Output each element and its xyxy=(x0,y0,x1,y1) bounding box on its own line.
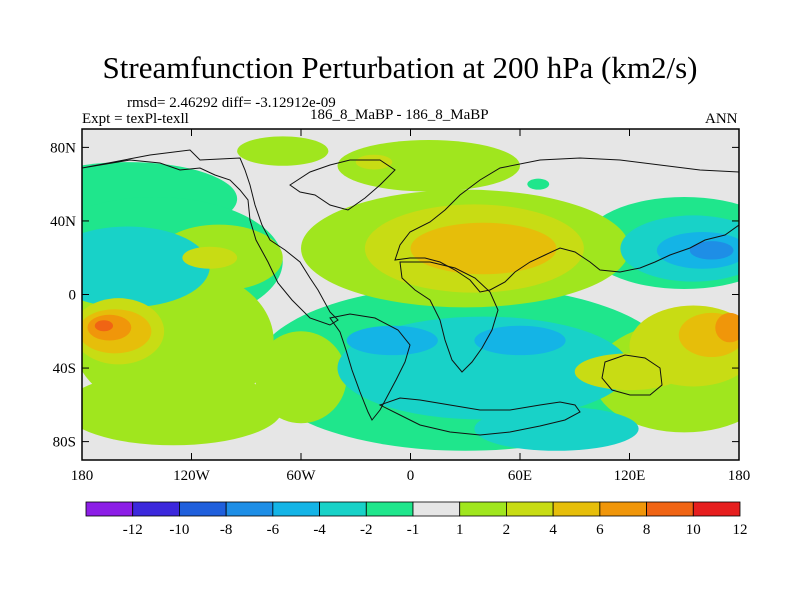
colorbar-label: -12 xyxy=(123,522,143,538)
africa-outline xyxy=(399,261,499,373)
x-tick-label: 0 xyxy=(407,468,415,484)
colorbar-swatch xyxy=(692,501,741,517)
contour-region xyxy=(182,246,238,269)
continent-outlines xyxy=(82,149,739,436)
south-america-outline xyxy=(329,313,411,421)
contour-region xyxy=(474,325,566,356)
antarctica-outline xyxy=(378,397,581,436)
contour-region xyxy=(337,140,520,192)
experiment-label: Expt = texPl-texll xyxy=(82,111,189,127)
contour-region xyxy=(82,371,283,446)
chart-title: Streamfunction Perturbation at 200 hPa (… xyxy=(102,50,698,85)
x-tick-label: 120W xyxy=(173,468,211,484)
colorbar-swatch xyxy=(132,501,180,517)
colorbar-swatch xyxy=(412,501,461,517)
contour-region xyxy=(346,325,438,356)
contour-region xyxy=(574,353,685,391)
colorbar-label: 4 xyxy=(549,522,557,538)
colorbar-label: 10 xyxy=(686,522,701,538)
season-label: ANN xyxy=(705,111,738,127)
contour-region xyxy=(355,154,393,170)
contour-field xyxy=(82,129,739,460)
eurasia-outline xyxy=(394,157,739,293)
colorbar: -12 -10 -8 -6 -4 -2 -1 1 2 4 6 8 10 12 xyxy=(85,501,748,538)
contour-region xyxy=(689,241,734,260)
x-tick-label: 60W xyxy=(286,468,316,484)
colorbar-label: 8 xyxy=(643,522,651,538)
colorbar-label: -2 xyxy=(360,522,373,538)
colorbar-label: 12 xyxy=(733,522,748,538)
contour-region xyxy=(715,312,739,343)
colorbar-swatch xyxy=(646,501,694,517)
colorbar-label: -4 xyxy=(313,522,326,538)
contour-region xyxy=(527,178,550,190)
australia-outline xyxy=(601,354,663,396)
colorbar-swatch xyxy=(179,501,227,517)
colorbar-label: -10 xyxy=(169,522,189,538)
x-tick-label: 180 xyxy=(728,468,751,484)
colorbar-swatch xyxy=(225,501,274,517)
y-tick-label: 40N xyxy=(50,214,76,230)
colorbar-label: 1 xyxy=(456,522,464,538)
colorbar-swatch xyxy=(506,501,554,517)
north-america-outline xyxy=(82,149,339,326)
colorbar-swatch xyxy=(85,501,134,517)
case-label: 186_8_MaBP - 186_8_MaBP xyxy=(310,107,489,123)
y-tick-label: 0 xyxy=(69,288,77,304)
colorbar-swatch xyxy=(459,501,507,517)
contour-region xyxy=(82,226,210,308)
colorbar-label: 6 xyxy=(596,522,604,538)
y-tick-label: 40S xyxy=(53,361,76,377)
colorbar-swatch xyxy=(319,501,367,517)
y-tick-label: 80S xyxy=(53,435,76,451)
contour-region xyxy=(410,222,557,275)
x-tick-label: 180 xyxy=(71,468,94,484)
colorbar-label: -1 xyxy=(407,522,420,538)
colorbar-label: -6 xyxy=(267,522,280,538)
contour-region xyxy=(237,136,329,166)
contour-region xyxy=(255,331,347,424)
colorbar-swatch xyxy=(552,501,601,517)
colorbar-label: 2 xyxy=(503,522,511,538)
contour-region xyxy=(474,406,639,451)
colorbar-label: -8 xyxy=(220,522,233,538)
axes: 180 120W 60W 0 60E 120E 180 80N 40N 0 40S 80S xyxy=(50,129,750,484)
x-tick-label: 60E xyxy=(508,468,532,484)
greenland-outline xyxy=(289,159,396,211)
y-tick-label: 80N xyxy=(50,140,76,156)
stats-text: rmsd= 2.46292 diff= -3.12912e-09 xyxy=(127,95,336,111)
colorbar-swatch xyxy=(365,501,414,517)
colorbar-swatch xyxy=(272,501,320,517)
colorbar-swatch xyxy=(599,501,647,517)
contour-region xyxy=(94,320,114,332)
x-tick-label: 120E xyxy=(614,468,646,484)
